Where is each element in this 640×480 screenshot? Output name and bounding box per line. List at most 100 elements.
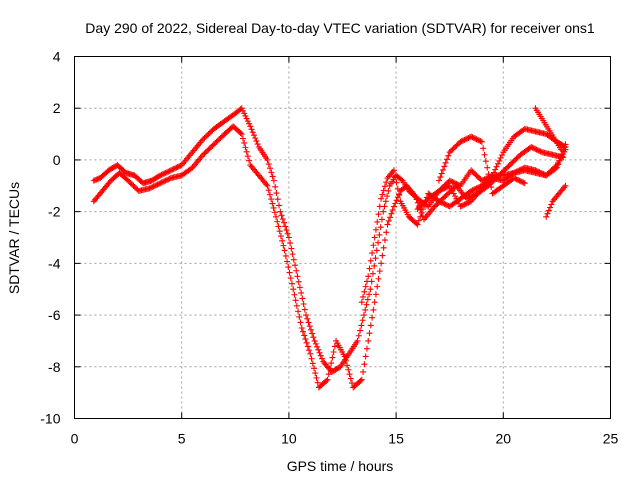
data-point xyxy=(358,299,365,306)
data-point xyxy=(363,345,370,352)
data-point xyxy=(371,299,378,306)
data-point xyxy=(270,204,277,211)
data-point xyxy=(468,187,475,194)
y-tick-label: 2 xyxy=(53,100,61,116)
data-point xyxy=(204,147,211,154)
data-point xyxy=(293,302,300,309)
data-point xyxy=(528,144,535,150)
data-point xyxy=(457,138,464,145)
data-point xyxy=(462,136,469,143)
data-point xyxy=(242,144,249,151)
data-point xyxy=(315,346,322,353)
data-point xyxy=(413,220,420,227)
data-point xyxy=(281,247,288,254)
data-point xyxy=(374,283,381,290)
data-point xyxy=(437,198,444,205)
data-point xyxy=(204,132,211,139)
data-point xyxy=(510,158,517,165)
data-point xyxy=(360,293,367,300)
data-point xyxy=(372,255,379,262)
y-tick-label: -4 xyxy=(48,255,61,271)
data-point xyxy=(369,314,376,321)
data-point xyxy=(243,115,250,122)
data-point xyxy=(413,196,420,203)
data-point xyxy=(372,291,379,298)
data-point xyxy=(242,112,249,119)
data-point xyxy=(248,126,255,133)
data-point xyxy=(414,206,421,213)
data-point xyxy=(366,265,373,272)
data-point xyxy=(269,173,276,180)
data-point xyxy=(214,137,221,144)
data-point xyxy=(205,146,212,153)
data-point xyxy=(324,376,331,383)
data-point xyxy=(562,182,569,189)
data-point xyxy=(291,291,298,298)
data-point xyxy=(513,176,520,183)
data-point xyxy=(512,175,519,182)
data-point xyxy=(468,133,475,140)
data-point xyxy=(272,183,279,190)
data-point xyxy=(310,334,317,341)
data-point xyxy=(381,237,388,244)
data-point xyxy=(361,288,368,295)
data-point xyxy=(532,167,539,174)
data-point xyxy=(348,380,355,387)
data-point xyxy=(555,161,562,168)
data-point xyxy=(169,166,176,173)
data-point xyxy=(357,377,364,384)
data-point xyxy=(458,138,465,145)
data-point xyxy=(529,144,536,151)
data-point xyxy=(394,185,401,192)
data-point xyxy=(246,157,253,164)
data-point xyxy=(437,174,444,181)
data-point xyxy=(154,181,161,188)
data-point xyxy=(464,135,471,142)
data-point xyxy=(312,370,319,377)
data-point xyxy=(532,145,539,152)
series-track-g xyxy=(543,182,569,220)
data-point xyxy=(254,141,261,148)
x-tick-label: 20 xyxy=(496,431,512,447)
data-point xyxy=(213,138,220,145)
data-point xyxy=(482,158,489,165)
data-point xyxy=(239,135,246,142)
data-point xyxy=(470,134,477,141)
data-point xyxy=(265,187,272,194)
axis-ticks: 0 5 10 15 20 25 -10 -8 -6 -4 -2 0 2 4 xyxy=(40,49,618,447)
data-point xyxy=(457,203,464,210)
data-point xyxy=(367,257,374,264)
data-point xyxy=(480,184,487,191)
data-point xyxy=(161,170,168,177)
data-point xyxy=(511,169,518,176)
data-point xyxy=(440,166,446,173)
data-point xyxy=(482,181,489,188)
data-point xyxy=(537,148,544,155)
y-tick-label: -6 xyxy=(48,307,61,323)
data-point xyxy=(239,107,246,114)
data-point xyxy=(452,144,459,150)
data-point xyxy=(277,208,284,215)
data-point xyxy=(533,167,540,174)
data-point xyxy=(298,325,305,331)
data-point xyxy=(441,163,448,170)
data-point xyxy=(379,252,386,259)
data-point xyxy=(161,178,168,185)
data-point xyxy=(285,234,292,241)
data-point xyxy=(166,167,173,174)
data-point xyxy=(544,210,551,217)
data-point xyxy=(358,376,365,383)
data-point xyxy=(384,221,391,228)
data-point xyxy=(453,195,460,202)
data-point xyxy=(486,177,493,184)
data-point xyxy=(511,175,518,182)
data-point xyxy=(372,226,379,233)
data-point xyxy=(289,251,296,258)
data-point xyxy=(362,306,369,313)
data-point xyxy=(159,171,166,178)
data-point xyxy=(435,177,442,184)
data-point xyxy=(412,193,419,200)
data-point xyxy=(376,268,383,275)
data-point xyxy=(217,134,224,141)
data-point xyxy=(282,252,289,259)
